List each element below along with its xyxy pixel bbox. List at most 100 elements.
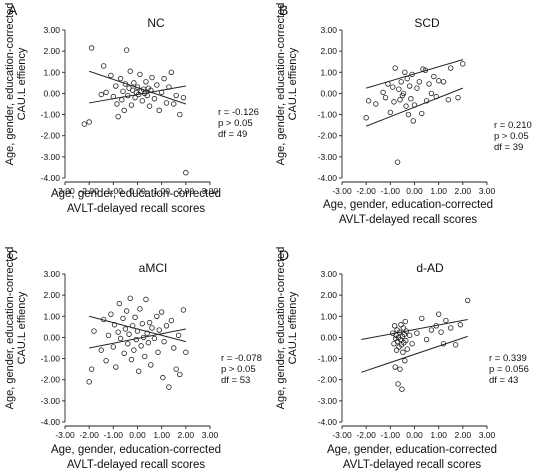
panel-c-data-point [91,328,97,334]
panel-d-data-point [391,323,398,329]
panel-b-data-point [423,98,430,104]
panel-d-letter: D [279,247,290,263]
panel-b-x-tick-label: -1.00 [381,186,401,196]
panel-b-y-tick-label: 1.00 [320,67,337,77]
panel-c-ci-line-lower [89,328,186,349]
panel-b-data-point [435,78,442,84]
panel-d-data-point [452,342,459,348]
panel-b-data-point [391,99,397,105]
panel-a-data-point [156,107,162,114]
panel-c-data-point [144,330,150,336]
panel-d-y-tick-label: 0.00 [320,332,337,342]
panel-c-data-point [86,379,92,385]
panel-d-y-tick-label: -4.00 [318,417,338,427]
panel-c-data-point [117,335,124,342]
panel-b-data-point [409,71,415,78]
panel-a-stat-r: r = -0.126 [218,107,259,118]
panel-d-data-point [393,347,400,353]
panel-b-data-point [448,65,454,71]
panel-a-data-point [98,91,104,98]
panel-a-data-point [125,92,131,99]
panel-c-data-point [163,323,170,329]
panel-c-data-point [177,371,183,378]
panel-c-data-point [126,331,132,337]
panel-b-data-point [390,84,396,90]
panel-c-data-point [116,300,123,307]
panel-d-data-point [406,332,413,339]
panel-c-data-point [110,344,117,350]
panel-a-y-tick-label: -3.00 [41,152,61,162]
panel-c-data-point [140,334,147,341]
panel-b-data-point [411,102,418,108]
panel-c-y-tick-label: 1.00 [43,311,60,321]
panel-c-data-point [131,347,137,353]
panel-d-xlabel-line2: AVLT-delayed recall scores [342,459,482,471]
panel-c-data-point [137,306,143,312]
panel-d-y-tick-label: -1.00 [318,354,338,364]
panel-b-data-point [385,81,391,87]
panel-a-data-point [148,87,154,93]
panel-b-data-point [416,79,423,85]
panel-d-ci-line-lower [361,335,468,373]
panel-c-data-point [103,357,109,364]
panel-d-xlabel-line1: Age, gender, education-corrected [326,444,498,456]
panel-d-data-point [409,341,415,347]
panel-b-data-point [400,90,407,97]
panel-b-data-point [455,94,461,101]
panel-d-stats: r = 0.339 p = 0.056 df = 43 [489,353,529,386]
panel-b-xlabel: Age, gender, education-corrected AVLT-de… [288,198,528,228]
panel-c-y-tick-label: 2.00 [43,290,60,300]
panel-c-title: aMCI [138,261,168,275]
panel-b-data-point [440,79,447,85]
panel-b-y-tick-label: -3.00 [318,152,338,162]
panel-c-data-point [129,323,136,329]
panel-c-data-point [105,332,112,339]
panel-a-data-point [132,94,138,101]
panel-c-data-point [123,308,130,314]
panel-b-data-point [365,98,372,104]
panel-d-data-point [428,327,435,333]
panel-b-data-point [414,85,420,91]
panel-b-data-point [420,66,426,72]
panel-c-data-point [151,335,158,342]
panel-a-xlabel-line1: Age, gender, education-corrected [50,188,222,200]
panel-c-data-point [154,313,160,319]
panel-b-data-point [426,81,432,87]
panel-a-data-point [173,92,179,99]
panel-c-data-point [171,345,177,351]
panel-a-x-tick-label: -3.00 [55,186,75,196]
panel-d-x-tick-label: -3.00 [332,430,352,440]
panel-d-stat-r: r = 0.339 [489,353,527,364]
panel-c-data-point [127,295,133,302]
panel-a-data-point [120,88,126,95]
panel-c-y-tick-label: -2.00 [41,375,61,385]
panel-d-x-tick-label: 1.00 [430,430,447,440]
panel-a-stats: r = -0.126 p > 0.05 df = 49 [218,107,259,140]
panel-b-x-tick-label: -2.00 [356,186,376,196]
panel-b-data-point [445,97,452,103]
panel-c-data-point [132,314,138,321]
panel-b-data-point [422,67,429,73]
panel-a-stat-df: df = 49 [218,129,248,140]
panel-b-data-point [392,65,398,71]
panel-d-data-point [400,349,406,355]
panel-a-data-point [168,69,175,75]
panel-a-data-point [158,89,165,96]
panel-a-data-point [123,47,130,53]
panel-c-y-tick-label: -1.00 [41,354,61,364]
panel-d-data-point [399,386,405,392]
panel-c-data-point [166,384,172,390]
panel-a-data-point [131,80,137,86]
panel-a-xlabel: Age, gender, education-corrected AVLT-de… [16,187,256,217]
panel-b-data-point [433,93,439,100]
panel-a-data-point [100,63,107,69]
panel-c-data-point [155,349,161,355]
panel-c-data-point [121,350,127,356]
panel-b-data-point [363,115,369,121]
panel-d-y-tick-label: -3.00 [318,396,338,406]
panel-a-data-point [143,79,149,85]
panel-b-data-point [396,86,402,92]
